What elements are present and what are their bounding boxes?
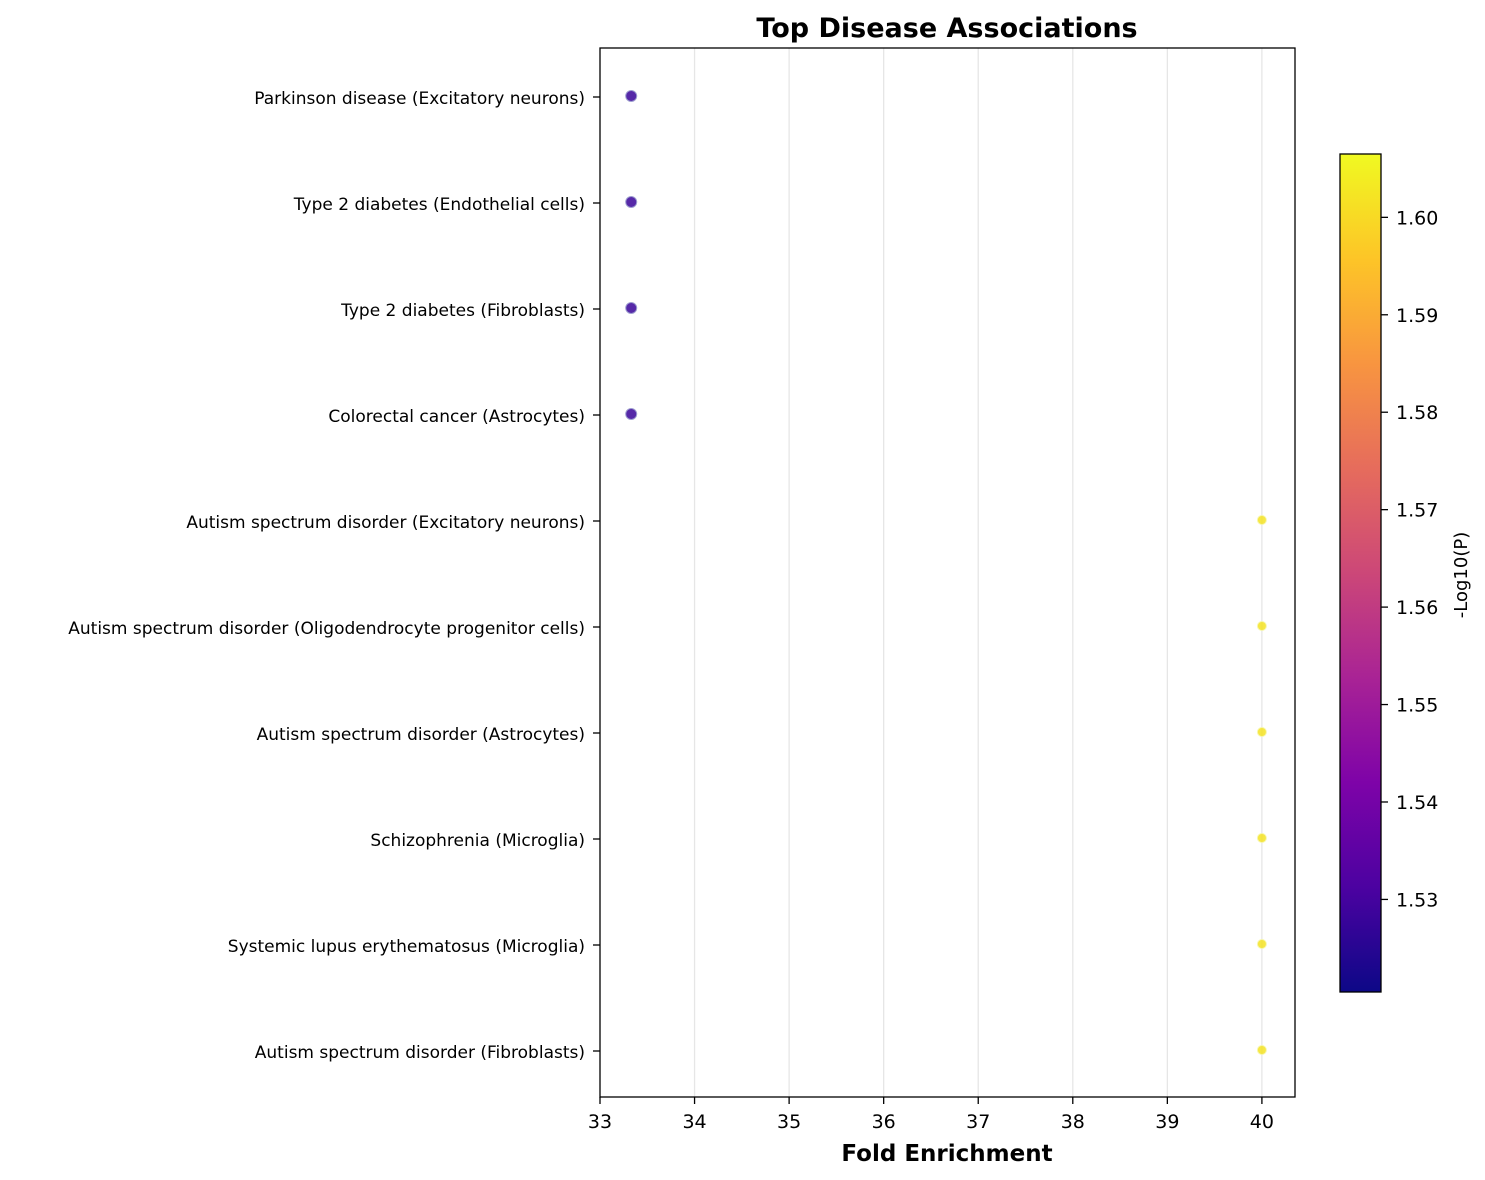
- colorbar-tick-label: 1.53: [1396, 889, 1438, 911]
- data-point: [1256, 621, 1267, 631]
- colorbar-tick-label: 1.56: [1396, 597, 1438, 619]
- x-axis-label: Fold Enrichment: [841, 1141, 1052, 1167]
- x-tick-label: 35: [777, 1111, 801, 1133]
- x-tick-label: 40: [1250, 1111, 1274, 1133]
- plot-frame: [599, 47, 1296, 1098]
- colorbar-tick-label: 1.54: [1396, 792, 1438, 814]
- data-point: [1256, 515, 1267, 525]
- chart-title: Top Disease Associations: [756, 13, 1137, 44]
- colorbar-gradient: [1340, 154, 1381, 992]
- x-tick-label: 34: [682, 1111, 706, 1133]
- x-tick-label: 38: [1061, 1111, 1085, 1133]
- data-point: [625, 196, 638, 208]
- data-point: [625, 90, 638, 102]
- y-tick-label: Type 2 diabetes (Endothelial cells): [293, 195, 585, 215]
- y-tick-label: Autism spectrum disorder (Astrocytes): [257, 725, 585, 745]
- y-tick-label: Schizophrenia (Microglia): [370, 831, 585, 851]
- data-points: [625, 90, 1267, 1055]
- x-tick-label: 36: [872, 1111, 896, 1133]
- x-tick-label: 39: [1155, 1111, 1179, 1133]
- x-tick-label: 33: [588, 1111, 612, 1133]
- y-axis-ticks: Parkinson disease (Excitatory neurons) Ty…: [68, 89, 600, 1063]
- data-point: [1256, 727, 1267, 737]
- grid-lines: [693, 48, 1263, 1097]
- data-point: [625, 408, 638, 420]
- y-tick-label: Type 2 diabetes (Fibroblasts): [340, 301, 585, 321]
- y-tick-label: Systemic lupus erythematosus (Microglia): [228, 937, 585, 957]
- colorbar-tick-label: 1.55: [1396, 695, 1438, 717]
- y-tick-label: Autism spectrum disorder (Fibroblasts): [255, 1043, 585, 1063]
- colorbar: 1.53 1.54 1.55 1.56 1.57 1.58 1.59 1.60 -Log10(…: [1339, 153, 1472, 993]
- colorbar-tick-label: 1.60: [1396, 207, 1438, 229]
- y-tick-label: Colorectal cancer (Astrocytes): [328, 407, 585, 427]
- colorbar-ticks: 1.53 1.54 1.55 1.56 1.57 1.58 1.59 1.60: [1381, 207, 1438, 911]
- colorbar-tick-label: 1.59: [1396, 305, 1438, 327]
- colorbar-label: -Log10(P): [1451, 532, 1472, 618]
- x-tick-label: 37: [966, 1111, 990, 1133]
- y-tick-label: Parkinson disease (Excitatory neurons): [254, 89, 585, 109]
- colorbar-tick-label: 1.58: [1396, 402, 1438, 424]
- colorbar-tick-label: 1.57: [1396, 500, 1438, 522]
- data-point: [625, 302, 638, 314]
- y-tick-label: Autism spectrum disorder (Excitatory neu…: [186, 513, 585, 533]
- data-point: [1256, 1045, 1267, 1055]
- data-point: [1256, 833, 1267, 843]
- data-point: [1256, 939, 1267, 949]
- y-tick-label: Autism spectrum disorder (Oligodendrocyt…: [68, 619, 585, 639]
- colorbar-frame: [1339, 153, 1382, 993]
- x-axis-ticks: 33 34 35 36 37 38 39 40: [588, 1097, 1274, 1133]
